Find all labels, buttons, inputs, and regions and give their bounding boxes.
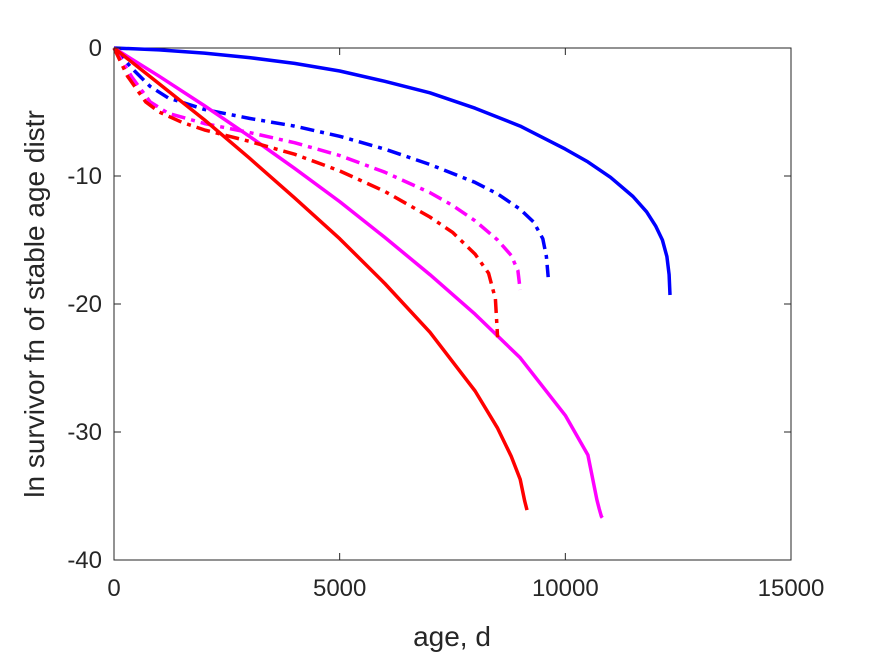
- y-tick-label: -20: [67, 291, 102, 318]
- x-tick-label: 5000: [313, 575, 366, 602]
- plot-frame: [113, 47, 792, 561]
- x-axis-label: age, d: [413, 621, 491, 652]
- y-tick-label: 0: [89, 35, 102, 62]
- y-ticks: -40 -30 -20 -10 0: [67, 35, 791, 574]
- y-tick-label: -10: [67, 163, 102, 190]
- x-tick-label: 15000: [758, 575, 825, 602]
- y-tick-label: -40: [67, 547, 102, 574]
- series-line-2: [112, 46, 550, 278]
- x-ticks: 0 5000 10000 15000: [107, 48, 824, 602]
- x-tick-label: 10000: [532, 575, 599, 602]
- y-axis-label: ln survivor fn of stable age distr: [19, 110, 50, 498]
- series-line-1: [113, 46, 672, 296]
- series-line-3: [113, 46, 604, 519]
- y-tick-label: -30: [67, 419, 102, 446]
- series-line-4: [112, 47, 522, 291]
- x-tick-label: 0: [107, 575, 120, 602]
- series-line-6: [112, 47, 500, 338]
- series-line-5: [112, 46, 529, 511]
- plot-area: [113, 47, 792, 561]
- series-layer: [112, 46, 672, 519]
